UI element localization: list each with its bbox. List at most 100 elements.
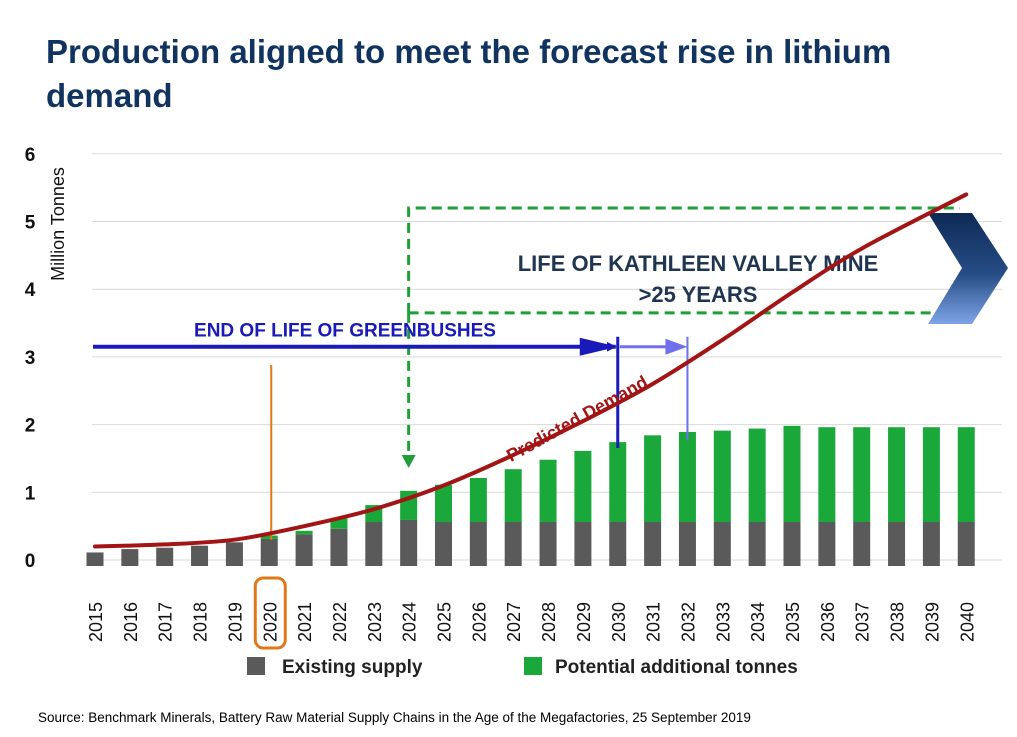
x-tick-label: 2035 xyxy=(783,602,803,642)
bar-existing-supply xyxy=(609,521,627,566)
annotations: LIFE OF KATHLEEN VALLEY MINE >25 YEARS END… xyxy=(93,206,1008,650)
x-tick-label: 2034 xyxy=(748,602,768,642)
bar-existing-supply xyxy=(225,542,243,566)
bar-existing-supply xyxy=(644,521,662,566)
bar-potential-additional xyxy=(783,425,801,522)
bar-existing-supply xyxy=(818,521,836,566)
bar-existing-supply xyxy=(365,521,383,566)
bar-existing-supply xyxy=(435,521,452,566)
demand-curve xyxy=(93,192,969,549)
bar-existing-supply xyxy=(574,521,592,566)
page-title: Production aligned to meet the forecast … xyxy=(46,33,892,114)
gridlines xyxy=(92,153,1002,561)
greenbushes-label: END OF LIFE OF GREENBUSHES xyxy=(194,321,496,342)
bar-existing-supply xyxy=(191,545,209,566)
x-tick-label: 2029 xyxy=(574,602,594,642)
bar-potential-additional xyxy=(748,428,766,522)
bar-potential-additional xyxy=(295,530,313,535)
bar-existing-supply xyxy=(330,528,348,566)
axes: 0 1 2 3 4 5 6 Million Tonnes 2015 2016 2017 2018 201… xyxy=(25,145,978,642)
x-tick-label: 2033 xyxy=(713,602,733,642)
x-tick-label: 2040 xyxy=(957,602,977,642)
x-tick-label: 2022 xyxy=(330,602,350,642)
x-tick-label: 2021 xyxy=(295,602,315,642)
bar-potential-additional xyxy=(957,427,975,522)
x-tick-label: 2028 xyxy=(539,602,559,642)
bar-potential-additional xyxy=(260,535,278,539)
bar-existing-supply xyxy=(748,521,766,566)
legend-label-potential: Potential additional tonnes xyxy=(555,657,798,678)
bar-existing-supply xyxy=(888,521,906,566)
bar-potential-additional xyxy=(609,442,627,522)
x-tick-label: 2031 xyxy=(644,602,664,642)
y-tick-label: 6 xyxy=(25,145,36,166)
greenbushes-extension-arrowhead xyxy=(665,338,688,355)
y-tick-label: 2 xyxy=(25,416,36,437)
bars xyxy=(86,425,975,566)
y-tick-label: 4 xyxy=(25,280,36,301)
bar-existing-supply xyxy=(504,521,522,566)
x-tick-label: 2030 xyxy=(609,602,629,642)
bar-potential-additional xyxy=(574,450,592,522)
bar-potential-additional xyxy=(504,469,522,522)
legend: Existing supply Potential additional tonn… xyxy=(247,657,798,678)
y-tick-label: 5 xyxy=(25,213,36,234)
kathleen-dashed-box xyxy=(407,206,960,315)
legend-label-existing: Existing supply xyxy=(282,657,423,678)
bar-existing-supply xyxy=(783,521,801,566)
x-tick-label: 2027 xyxy=(504,602,524,642)
kathleen-label-line1: LIFE OF KATHLEEN VALLEY MINE xyxy=(518,251,879,276)
x-tick-label: 2037 xyxy=(853,602,873,642)
bar-potential-additional xyxy=(818,427,836,522)
y-tick-label: 3 xyxy=(25,348,36,369)
bar-existing-supply xyxy=(86,552,104,566)
x-tick-label: 2018 xyxy=(191,602,211,642)
bar-existing-supply xyxy=(400,519,418,566)
bar-existing-supply xyxy=(295,534,313,566)
bar-potential-additional xyxy=(435,484,452,522)
x-tick-label: 2017 xyxy=(156,602,176,642)
bar-potential-additional xyxy=(644,435,662,522)
source-note: Source: Benchmark Minerals, Battery Raw … xyxy=(38,710,751,725)
x-tick-label: 2023 xyxy=(365,602,385,642)
bar-existing-supply xyxy=(156,547,174,566)
x-tick-label: 2039 xyxy=(922,602,942,642)
bar-existing-supply xyxy=(678,521,696,566)
chevron-right-icon xyxy=(928,213,1008,324)
x-tick-label: 2026 xyxy=(469,602,489,642)
kathleen-start-arrow xyxy=(401,455,416,468)
demand-curve-group: Predicted Demand xyxy=(93,192,969,549)
x-tick-label: 2019 xyxy=(225,602,245,642)
x-tick-label: 2032 xyxy=(678,602,698,642)
kathleen-label-line2: >25 YEARS xyxy=(639,282,758,307)
x-tick-label: 2024 xyxy=(400,602,420,642)
x-tick-label: 2025 xyxy=(435,602,455,642)
bar-existing-supply xyxy=(260,538,278,566)
bar-potential-additional xyxy=(469,477,487,522)
bar-existing-supply xyxy=(957,521,975,566)
bar-potential-additional xyxy=(539,459,557,522)
x-tick-label: 2015 xyxy=(86,602,106,642)
x-tick-label: 2020 xyxy=(260,602,280,642)
x-tick-label: 2036 xyxy=(818,602,838,642)
bar-potential-additional xyxy=(888,427,906,522)
bar-existing-supply xyxy=(539,521,557,566)
bar-existing-supply xyxy=(469,521,487,566)
x-tick-label: 2038 xyxy=(888,602,908,642)
y-axis-label: Million Tonnes xyxy=(48,167,68,281)
bar-potential-additional xyxy=(330,518,348,529)
highlight-year-box xyxy=(253,576,287,650)
bar-existing-supply xyxy=(853,521,871,566)
bar-potential-additional xyxy=(713,430,731,522)
legend-swatch-potential xyxy=(524,657,542,675)
bar-potential-additional xyxy=(853,427,871,522)
bar-existing-supply xyxy=(713,521,731,566)
greenbushes-arrowhead xyxy=(579,337,618,356)
bar-potential-additional xyxy=(678,431,696,522)
y-tick-label: 0 xyxy=(25,551,36,572)
y-tick-label: 1 xyxy=(25,483,36,504)
bar-potential-additional xyxy=(922,427,940,522)
legend-swatch-existing xyxy=(247,657,265,675)
bar-existing-supply xyxy=(121,549,139,566)
